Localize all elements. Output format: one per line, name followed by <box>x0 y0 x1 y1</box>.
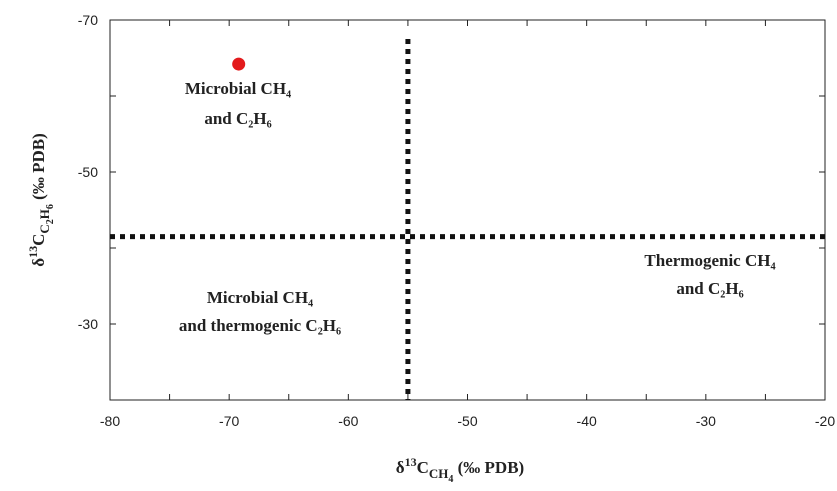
axis-label-part: H <box>37 209 52 219</box>
x-tick-label: -80 <box>100 413 120 429</box>
annotation: Thermogenic CH₄ <box>644 251 775 270</box>
axis-label-part: 2 <box>45 219 56 224</box>
annotation: and C₂H₆ <box>204 109 271 128</box>
axis-label-part: 13 <box>26 246 40 258</box>
x-tick-label: -30 <box>696 413 716 429</box>
x-tick-label: -40 <box>577 413 597 429</box>
x-tick-label: -20 <box>815 413 835 429</box>
y-tick-label: -30 <box>78 316 98 332</box>
axis-label-part: 13 <box>405 455 417 469</box>
axis-label-part: δ <box>29 258 48 267</box>
annotation: Microbial CH₄ <box>207 288 313 307</box>
axis-label-part: 6 <box>45 204 56 209</box>
annotation: Microbial CH₄ <box>185 79 291 98</box>
axis-label-part: (‰ PDB) <box>453 458 524 477</box>
x-tick-label: -70 <box>219 413 239 429</box>
x-tick-label: -50 <box>457 413 477 429</box>
axis-label-part: C <box>29 234 48 246</box>
axis-label-part: 4 <box>448 474 453 485</box>
axis-label-part: C <box>417 458 429 477</box>
y-tick-label: -70 <box>78 12 98 28</box>
axis-label-part: CH <box>429 466 449 481</box>
plot-frame <box>109 19 826 401</box>
annotation: and C₂H₆ <box>676 279 743 298</box>
annotation: and thermogenic C₂H₆ <box>179 316 341 335</box>
axis-label-part: C <box>37 224 52 233</box>
axis-label-part: δ <box>396 458 405 477</box>
axis-label: δ13CCH4 (‰ PDB) <box>396 455 524 485</box>
axis-label-part: (‰ PDB) <box>29 133 48 204</box>
y-tick-label: -50 <box>78 164 98 180</box>
axis-label: δ13CC2H6 (‰ PDB) <box>26 133 56 266</box>
x-tick-label: -60 <box>338 413 358 429</box>
data-point <box>232 57 246 71</box>
